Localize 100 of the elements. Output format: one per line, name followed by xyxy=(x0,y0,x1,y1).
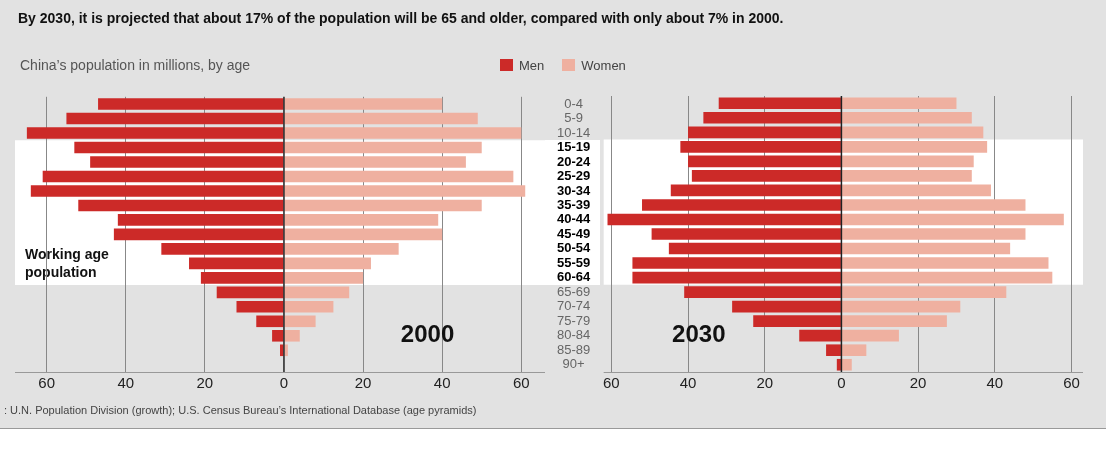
bar xyxy=(826,344,841,357)
bar xyxy=(200,272,284,284)
y-tick-label: 75-79 xyxy=(557,312,591,328)
bar xyxy=(632,271,841,284)
legend-label: Men xyxy=(518,58,545,73)
y-tick-label: 10-14 xyxy=(557,124,591,140)
y-tick-label: 15-19 xyxy=(557,139,591,155)
bar xyxy=(841,358,852,371)
bar xyxy=(841,199,1026,211)
bar xyxy=(632,257,841,269)
bar xyxy=(651,228,841,240)
bar xyxy=(684,286,841,298)
x-tick-label: 20 xyxy=(196,374,214,392)
y-tick-label: 0-4 xyxy=(564,95,584,111)
bar xyxy=(841,315,947,327)
annotation: 2000 xyxy=(400,320,455,348)
y-tick-label: 70-74 xyxy=(557,298,591,314)
bar xyxy=(284,286,350,299)
y-tick-label: 30-34 xyxy=(557,182,592,198)
y-tick-label: 80-84 xyxy=(557,327,591,343)
bar xyxy=(688,126,841,139)
bar xyxy=(189,257,284,270)
bar xyxy=(284,112,478,125)
bar xyxy=(98,98,284,110)
y-tick-label: 55-59 xyxy=(557,254,591,270)
bar xyxy=(841,286,1007,298)
x-tick-label: 40 xyxy=(986,374,1004,392)
bar xyxy=(799,329,841,342)
text: : U.N. Population Division (growth); U.S. Census Bureau’s International Database (age pyramids) xyxy=(4,404,477,416)
bar xyxy=(688,155,841,168)
bar xyxy=(841,155,974,168)
y-tick-label: 40-44 xyxy=(557,211,592,227)
bar xyxy=(284,156,466,168)
bar xyxy=(841,111,972,124)
bar xyxy=(280,344,284,357)
y-tick-label: 5-9 xyxy=(564,110,584,126)
bar xyxy=(718,97,841,110)
bar xyxy=(90,156,284,168)
bar xyxy=(284,243,399,255)
bar xyxy=(161,243,284,255)
bar xyxy=(607,213,841,226)
x-tick-label: 40 xyxy=(433,374,451,392)
bar xyxy=(732,300,841,313)
bar xyxy=(841,329,899,342)
bar xyxy=(284,141,482,154)
bar xyxy=(284,272,364,284)
bar xyxy=(284,257,371,270)
x-tick-label: 40 xyxy=(117,374,135,392)
bar xyxy=(841,126,984,139)
bar xyxy=(841,271,1053,284)
x-tick-label: 20 xyxy=(354,374,372,392)
bar xyxy=(284,344,288,357)
y-tick-label: 20-24 xyxy=(557,153,592,169)
x-tick-label: 60 xyxy=(1063,374,1080,392)
bar xyxy=(284,315,316,328)
bar xyxy=(284,185,526,197)
chart-subtitle: China’s population in millions, by age xyxy=(20,57,251,73)
bar xyxy=(703,111,841,124)
y-tick-label: 50-54 xyxy=(557,240,592,256)
y-tick-label: 85-89 xyxy=(557,341,591,357)
x-tick-label: 20 xyxy=(909,374,927,392)
bar xyxy=(642,199,841,211)
bar xyxy=(26,127,284,139)
y-tick-label: 25-29 xyxy=(557,168,591,184)
bar xyxy=(42,170,284,183)
bar xyxy=(30,185,284,197)
x-tick-label: 60 xyxy=(38,374,55,392)
bar xyxy=(670,184,841,197)
y-tick-label: 65-69 xyxy=(557,283,591,299)
y-tick-label: 35-39 xyxy=(557,197,591,213)
band-label: Working age population xyxy=(25,246,109,281)
annotation: 2030 xyxy=(672,320,726,348)
y-tick-label: 45-49 xyxy=(557,225,591,241)
x-tick-label: 60 xyxy=(512,374,530,392)
bar xyxy=(841,300,961,313)
bar xyxy=(753,315,841,327)
bar xyxy=(668,242,841,255)
bar xyxy=(284,228,443,241)
bar xyxy=(284,98,443,110)
bar xyxy=(284,170,514,183)
x-tick-label: 0 xyxy=(837,374,846,392)
bar xyxy=(841,228,1026,240)
bar xyxy=(836,358,841,371)
chart-title: By 2030, it is projected that about 17% of the population will be 65 and older, compared with only about 7% in 2000. xyxy=(18,10,784,26)
bar xyxy=(272,330,284,342)
bar xyxy=(680,141,841,153)
bar xyxy=(284,330,300,342)
legend-label: Women xyxy=(580,58,626,73)
y-tick-label: 60-64 xyxy=(557,269,592,285)
bar xyxy=(66,112,284,125)
x-tick-label: 60 xyxy=(603,374,620,392)
bar xyxy=(74,141,284,154)
bar xyxy=(841,184,991,197)
bar xyxy=(691,170,841,182)
bar xyxy=(841,213,1064,226)
bar xyxy=(841,242,1011,255)
x-tick-label: 40 xyxy=(679,374,697,392)
bar xyxy=(284,127,522,139)
y-tick-label: 90+ xyxy=(562,356,585,372)
bar xyxy=(284,301,334,313)
